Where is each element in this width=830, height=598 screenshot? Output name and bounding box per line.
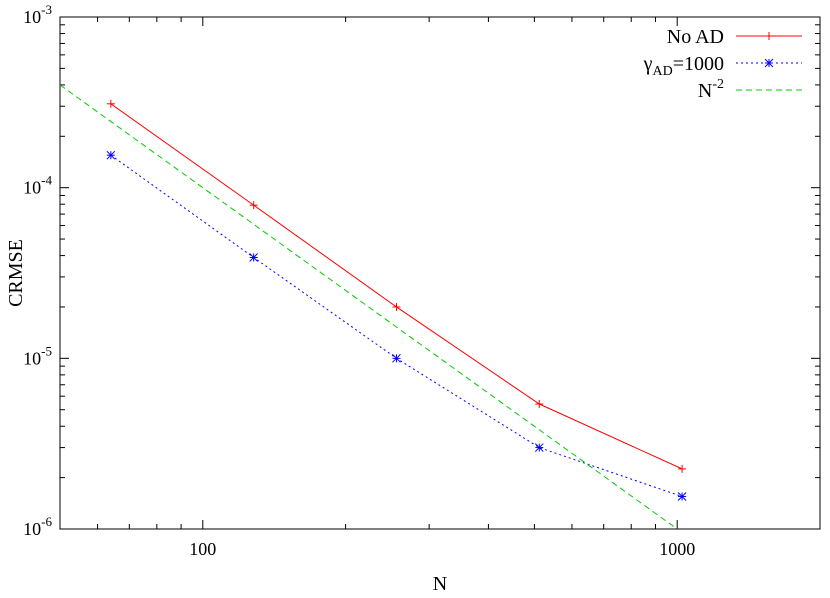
y-tick-label: 10-4 <box>23 173 52 198</box>
ticks: 100 1000 10-6 10-5 10-4 10-3 <box>23 2 820 559</box>
data-point-1-1-d2 <box>249 253 259 262</box>
data-point-1-4 <box>677 492 687 501</box>
data-point-0-2 <box>392 302 401 311</box>
data-point-0-1 <box>249 201 258 210</box>
legend-label-1: γAD=1000 <box>643 53 724 79</box>
legend-label-0: No AD <box>667 26 724 48</box>
data-point-0-4 <box>678 464 687 473</box>
data-point-1-3-d2 <box>534 443 544 452</box>
legend-marker-1 <box>764 58 774 68</box>
series-layer <box>60 84 687 529</box>
data-point-1-0 <box>106 150 116 160</box>
data-point-0-3 <box>535 400 544 409</box>
series-line-0 <box>110 103 683 470</box>
data-point-1-2-d2 <box>392 353 401 363</box>
x-tick-label: 1000 <box>659 539 695 559</box>
y-tick-label: 10-3 <box>23 2 52 27</box>
x-axis-title: N <box>433 573 447 595</box>
data-point-0-0 <box>106 99 115 108</box>
plot-area <box>59 16 821 530</box>
data-point-1-3 <box>534 443 544 452</box>
legend-label-2: N-2 <box>698 77 724 102</box>
data-point-1-4-d2 <box>677 492 687 501</box>
y-tick-label: 10-5 <box>23 343 52 368</box>
legend-marker-1-d2 <box>764 58 774 68</box>
y-tick-label: 10-6 <box>23 514 52 539</box>
series-line-2 <box>60 84 678 529</box>
y-axis-title: CRMSE <box>5 239 27 307</box>
legend-marker-0 <box>765 32 773 40</box>
x-tick-label: 100 <box>189 539 216 559</box>
data-point-1-2 <box>392 353 401 363</box>
data-point-1-1 <box>249 253 259 262</box>
data-point-1-0-d2 <box>106 150 116 160</box>
series-line-1 <box>110 154 683 497</box>
